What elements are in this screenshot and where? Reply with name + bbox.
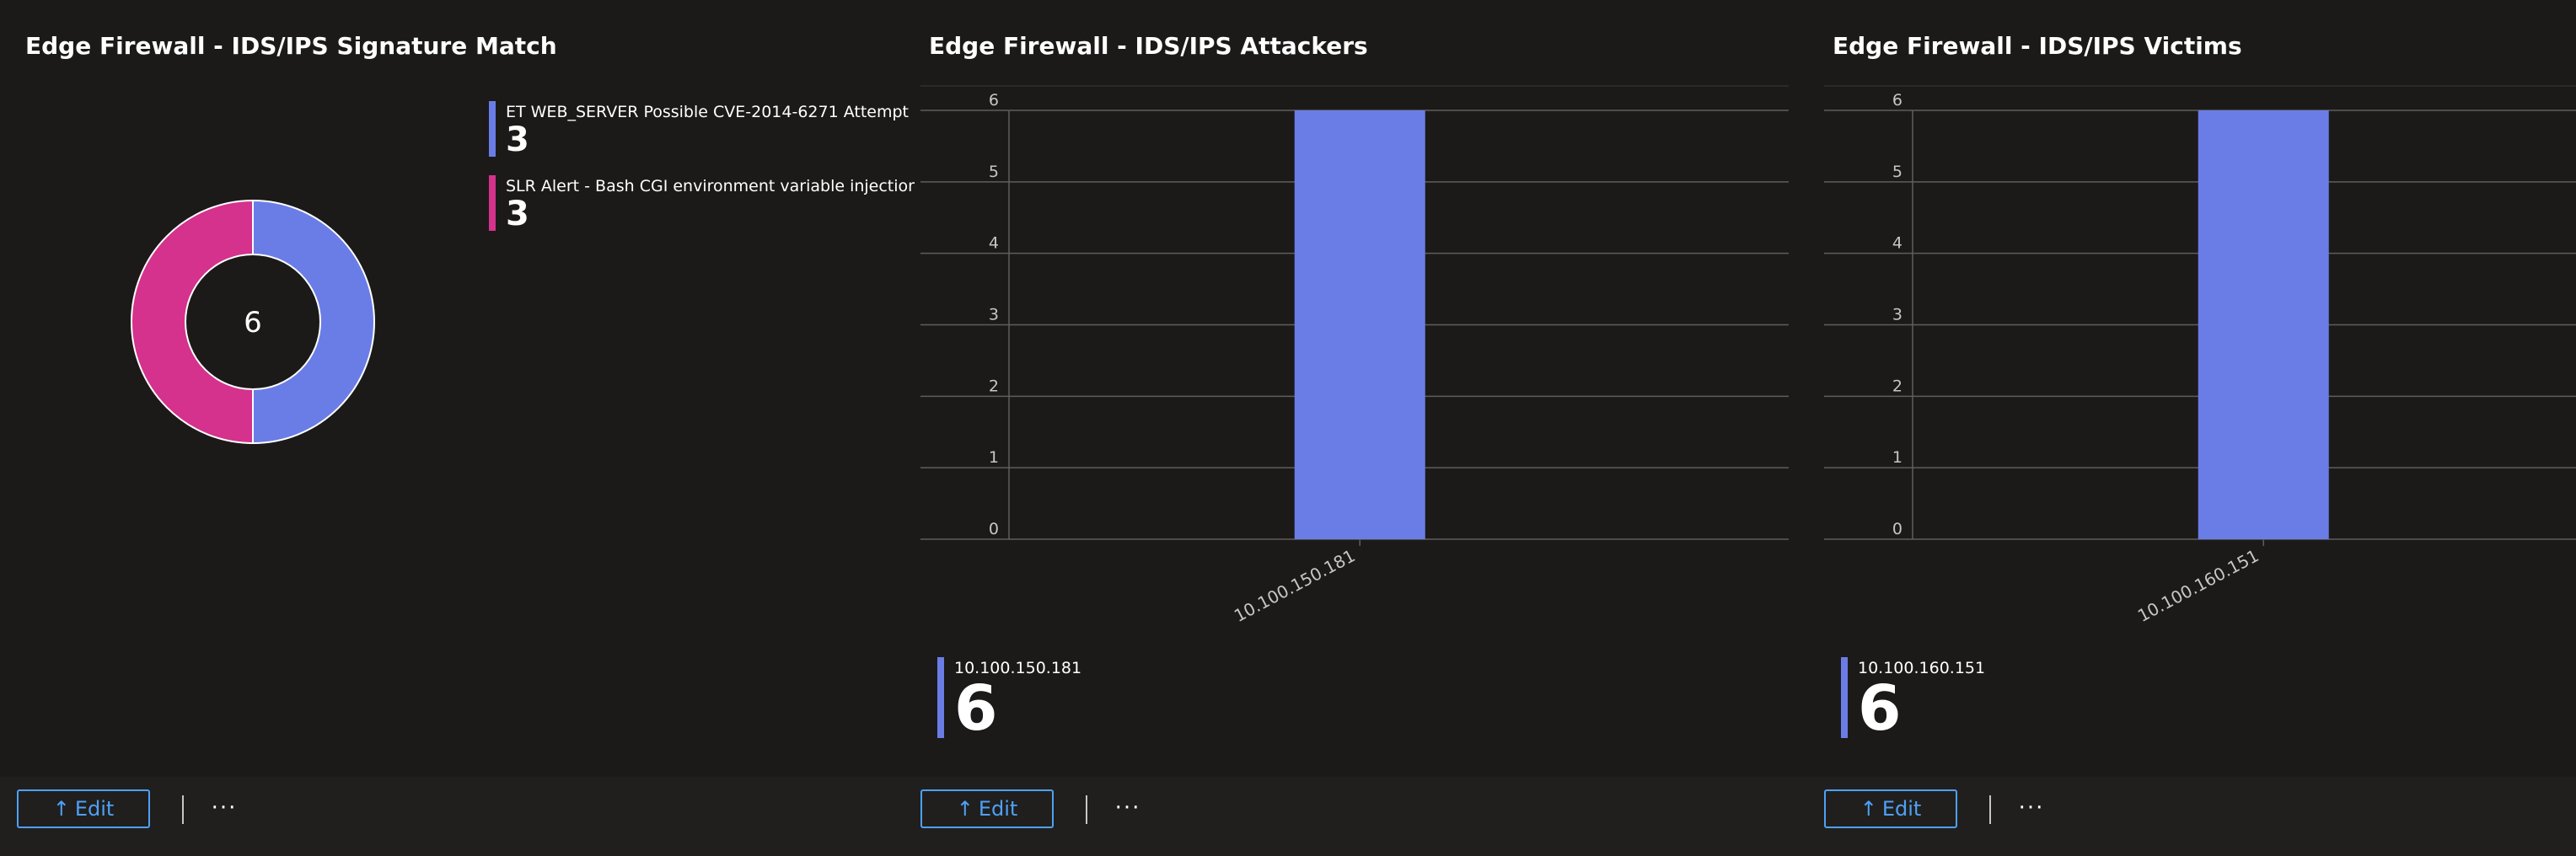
legend-value: 3 [506, 120, 529, 157]
y-tick-label: 4 [1892, 234, 1902, 253]
legend-label: 10.100.150.181 [954, 659, 1082, 677]
bar[interactable] [2198, 110, 2329, 539]
arrow-up-icon: ↑ [956, 797, 974, 821]
y-tick-label: 6 [1892, 91, 1902, 110]
arrow-up-icon: ↑ [52, 797, 70, 821]
donut-legend-item-1[interactable]: ET WEB_SERVER Possible CVE-2014-6271 Att… [489, 101, 915, 157]
victims-bar-chart: 0 1 2 3 4 5 6 10.100.160.151 [1824, 85, 2576, 626]
footer-divider [1086, 795, 1087, 824]
arrow-up-icon: ↑ [1860, 797, 1877, 821]
legend-label: 10.100.160.151 [1858, 659, 1986, 677]
y-tick-label: 0 [989, 520, 999, 538]
more-options-button[interactable]: ··· [207, 789, 241, 827]
y-tick-label: 2 [989, 377, 999, 395]
y-tick-label: 3 [989, 306, 999, 324]
edit-label: Edit [1881, 797, 1922, 821]
y-tick-label: 1 [989, 448, 999, 467]
legend-label: ET WEB_SERVER Possible CVE-2014-6271 Att… [506, 103, 909, 121]
tile-footer: ↑ Edit ··· [904, 777, 1807, 856]
attackers-tile: Edge Firewall - IDS/IPS Attackers 0 1 2 3 4 5… [904, 0, 1807, 856]
y-tick-label: 0 [1892, 520, 1902, 538]
donut-slice-2[interactable] [131, 199, 254, 445]
edit-button[interactable]: ↑ Edit [1824, 789, 1957, 828]
footer-divider [182, 795, 184, 824]
more-options-button[interactable]: ··· [2015, 789, 2048, 827]
y-tick-label: 5 [1892, 163, 1902, 181]
y-tick-label: 3 [1892, 306, 1902, 324]
y-tick-label: 5 [989, 163, 999, 181]
y-tick-label: 1 [1892, 448, 1902, 467]
tile-footer: ↑ Edit ··· [0, 777, 904, 856]
x-tick-label: 10.100.150.181 [1231, 545, 1359, 626]
donut-legend-item-2[interactable]: SLR Alert - Bash CGI environment variabl… [489, 175, 915, 231]
footer-divider [1989, 795, 1991, 824]
legend-value: 6 [1858, 672, 1902, 745]
x-tick-label: 10.100.160.151 [2134, 545, 2262, 626]
legend-label: SLR Alert - Bash CGI environment variabl… [506, 177, 915, 195]
bar[interactable] [1294, 110, 1425, 539]
tile-title: Edge Firewall - IDS/IPS Victims [1833, 32, 2242, 60]
attackers-bar-chart: 0 1 2 3 4 5 6 10.100.150.181 [920, 85, 1789, 626]
edit-button[interactable]: ↑ Edit [17, 789, 150, 828]
donut-center-total: 6 [244, 306, 262, 340]
donut-slice-1[interactable] [252, 199, 375, 445]
edit-label: Edit [978, 797, 1018, 821]
more-options-button[interactable]: ··· [1111, 789, 1145, 827]
y-tick-label: 4 [989, 234, 999, 253]
y-tick-label: 2 [1892, 377, 1902, 395]
tile-title: Edge Firewall - IDS/IPS Signature Match [25, 32, 557, 60]
legend-value: 3 [506, 195, 529, 231]
tile-footer: ↑ Edit ··· [1807, 777, 2576, 856]
donut-chart: 6 [131, 199, 375, 445]
victims-legend-item[interactable]: 10.100.160.151 6 [1841, 657, 1986, 745]
edit-label: Edit [74, 797, 115, 821]
signature-match-tile: Edge Firewall - IDS/IPS Signature Match … [0, 0, 915, 856]
legend-value: 6 [954, 672, 998, 745]
edit-button[interactable]: ↑ Edit [920, 789, 1054, 828]
tile-title: Edge Firewall - IDS/IPS Attackers [929, 32, 1368, 60]
y-tick-label: 6 [989, 91, 999, 110]
attackers-legend-item[interactable]: 10.100.150.181 6 [937, 657, 1082, 745]
